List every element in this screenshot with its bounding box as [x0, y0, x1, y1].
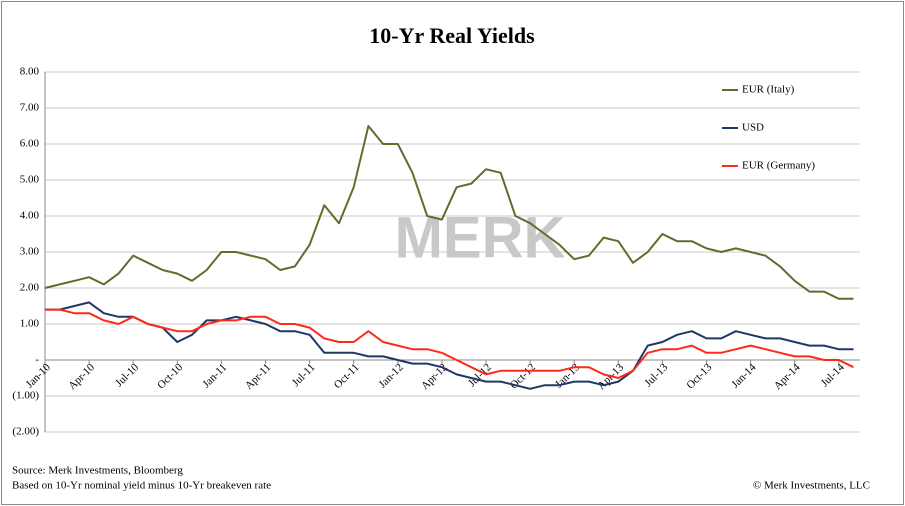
series-line	[45, 301, 854, 390]
series-line	[45, 308, 854, 379]
y-tick-label: 8.00	[20, 66, 40, 78]
y-tick-label: 7.00	[20, 102, 40, 114]
chart-title: 10-Yr Real Yields	[369, 23, 535, 48]
y-tick-label: 3.00	[20, 246, 40, 258]
copyright: © Merk Investments, LLC	[753, 480, 870, 492]
watermark: MERK	[395, 205, 566, 270]
y-tick-label: -	[35, 354, 39, 366]
legend-label: EUR (Germany)	[742, 160, 815, 172]
y-tick-label: 2.00	[20, 282, 40, 294]
y-tick-label: 5.00	[20, 174, 40, 186]
y-tick-label: 4.00	[20, 210, 40, 222]
series-line	[44, 125, 854, 300]
y-tick-label: (2.00)	[12, 426, 39, 438]
y-tick-label: (1.00)	[12, 390, 39, 402]
legend-label: USD	[742, 122, 764, 134]
source-note: Source: Merk Investments, Bloomberg	[12, 465, 183, 477]
y-tick-label: 6.00	[20, 138, 40, 150]
y-tick-label: 1.00	[20, 318, 40, 330]
legend-label: EUR (Italy)	[742, 84, 795, 96]
method-note: Based on 10-Yr nominal yield minus 10-Yr…	[12, 480, 271, 492]
